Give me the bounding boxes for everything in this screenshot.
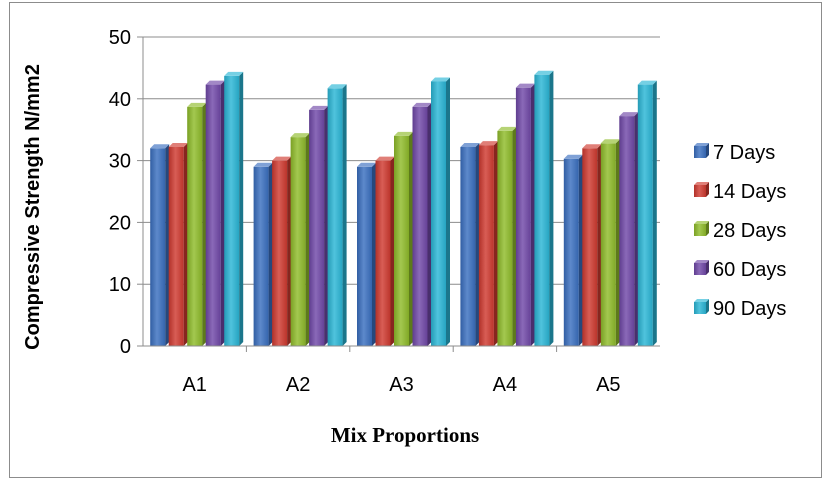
x-tick-label: A3 (389, 374, 413, 396)
legend-label: 7 Days (713, 142, 775, 164)
y-tick-label: 40 (109, 89, 131, 111)
bars (150, 70, 657, 347)
bar-A4-28-days (497, 126, 517, 346)
legend: 7 Days 14 Days 28 Days 60 Days 90 Days (694, 142, 786, 320)
x-tick-label: A1 (182, 374, 206, 396)
bar-A1-90-days (224, 71, 244, 347)
bar-A3-7-days (357, 162, 376, 346)
legend-item: 60 Days (694, 259, 786, 281)
bar-A2-28-days (290, 133, 310, 346)
y-tick-label: 0 (120, 336, 131, 358)
x-tick-labels: A1 A2 A3 A4 A5 (182, 374, 620, 396)
bar-A1-7-days (150, 144, 170, 346)
legend-item: 14 Days (694, 181, 786, 203)
legend-swatch (694, 182, 709, 197)
bar-A5-60-days (619, 112, 639, 346)
bar-A2-90-days (327, 84, 347, 346)
x-tick-label: A2 (286, 374, 310, 396)
bar-A5-14-days (582, 144, 602, 346)
bar-A3-90-days (431, 77, 450, 346)
bar-A1-60-days (205, 80, 225, 346)
legend-label: 14 Days (713, 181, 786, 203)
bar-A4-14-days (478, 141, 498, 346)
bar-A1-14-days (168, 143, 188, 346)
bar-A3-14-days (375, 156, 395, 346)
y-axis-title: Compressive Strength N/mm2 (22, 64, 44, 350)
bar-A3-28-days (394, 131, 413, 346)
bar-A2-14-days (272, 156, 292, 346)
bar-A5-90-days (637, 80, 657, 346)
bar-A4-7-days (460, 143, 480, 346)
legend-swatch (694, 221, 709, 236)
x-tick-label: A5 (596, 374, 620, 396)
bar-A2-60-days (309, 105, 329, 346)
legend-item: 28 Days (694, 220, 786, 242)
y-tick-label: 20 (109, 212, 131, 234)
x-tick-label: A4 (493, 374, 517, 396)
legend-label: 90 Days (713, 298, 786, 320)
legend-swatch (694, 299, 709, 314)
axes (142, 37, 660, 352)
y-tick-label: 10 (109, 274, 131, 296)
x-axis-title: Mix Proportions (331, 423, 479, 447)
legend-label: 60 Days (713, 259, 786, 281)
y-tick-label: 50 (109, 27, 131, 49)
legend-item: 7 Days (694, 142, 775, 164)
bar-A5-28-days (600, 139, 620, 346)
bar-A3-60-days (412, 102, 432, 346)
bar-A5-7-days (563, 154, 583, 346)
y-tick-labels: 0 10 20 30 40 50 (109, 27, 131, 358)
legend-swatch (694, 143, 709, 158)
y-tick-label: 30 (109, 151, 131, 173)
legend-item: 90 Days (694, 298, 786, 320)
bar-A1-28-days (187, 102, 207, 346)
bar-A4-90-days (534, 70, 554, 346)
bar-A4-60-days (515, 83, 535, 347)
legend-label: 28 Days (713, 220, 786, 242)
legend-swatch (694, 260, 709, 275)
bar-A2-7-days (253, 162, 273, 346)
